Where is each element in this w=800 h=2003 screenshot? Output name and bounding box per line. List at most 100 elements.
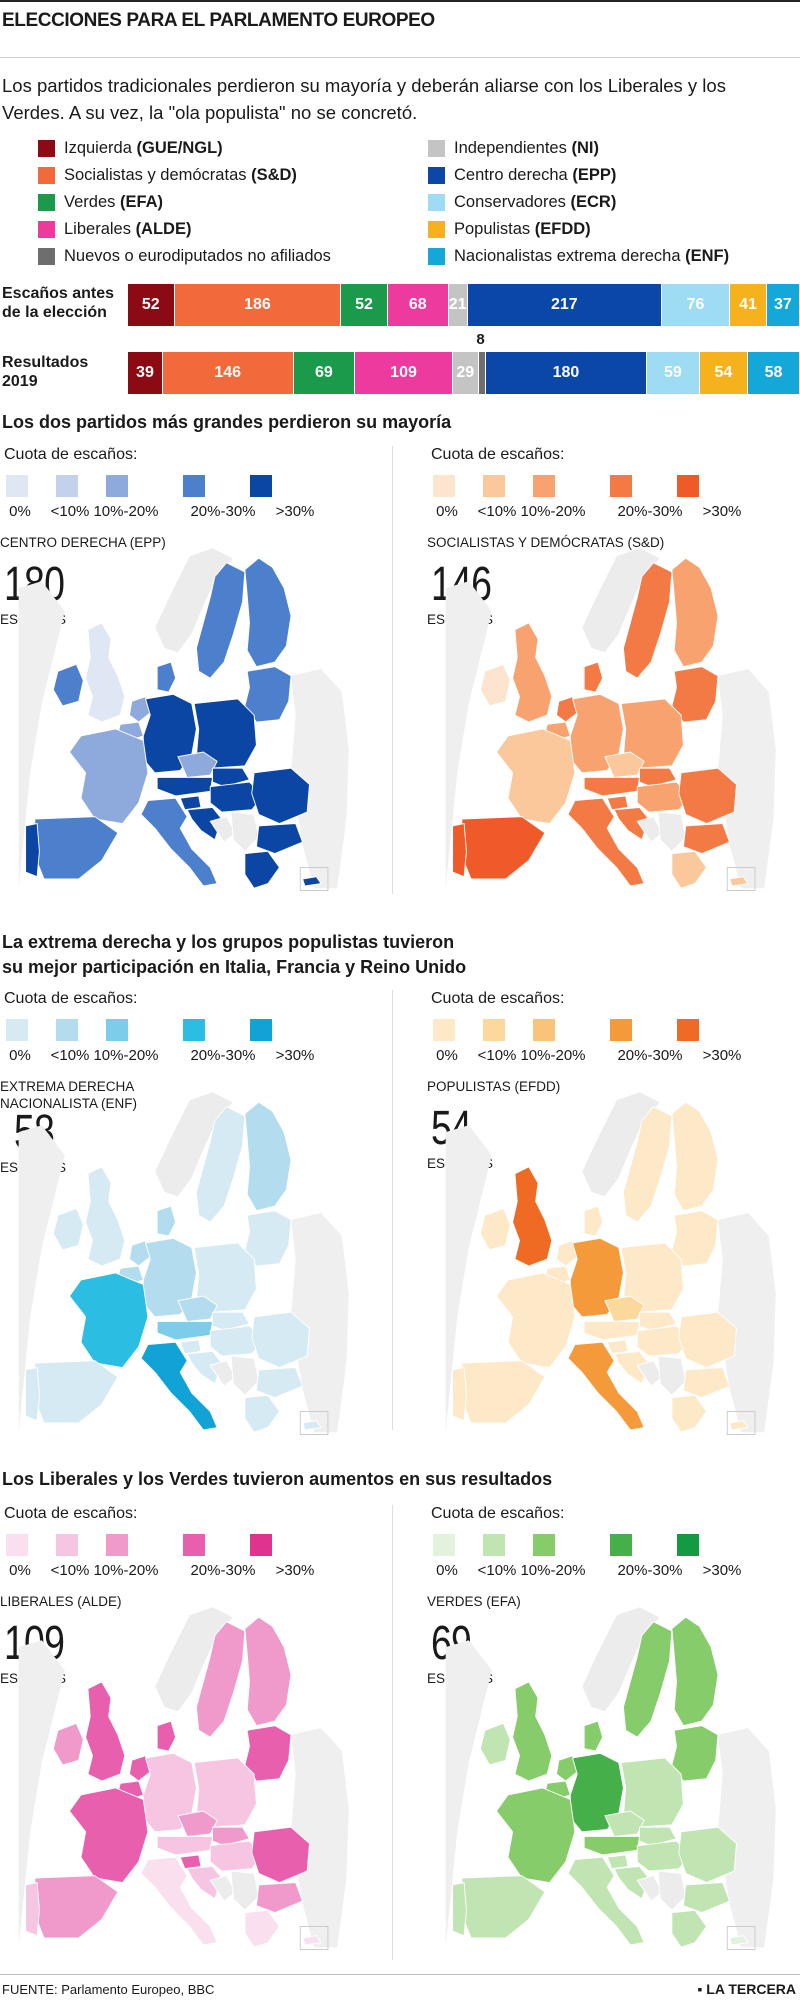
country-ro: [678, 767, 737, 825]
country-pl: [193, 1242, 257, 1313]
country-es: [461, 1360, 546, 1424]
country-hr: [186, 806, 223, 841]
bar-value-label: 69: [315, 364, 333, 381]
country-pl: [193, 1757, 257, 1828]
country-dk: [583, 1720, 604, 1752]
non-eu-area: [445, 581, 776, 889]
country-fi: [244, 557, 292, 668]
scale-swatch: [433, 1534, 455, 1556]
country-pt: [452, 1367, 467, 1422]
country-bg: [682, 1367, 731, 1399]
scale-label: 20%-30%: [190, 1562, 256, 1579]
bar-segment: 37: [766, 284, 800, 326]
scale-swatch: [250, 1019, 272, 1041]
country-no: [154, 547, 235, 654]
scale-swatch: [6, 1019, 28, 1041]
scale-swatch: [533, 1534, 555, 1556]
legend-item: Populistas (EFDD): [428, 216, 729, 243]
country-pt: [452, 1882, 467, 1937]
country-pt: [25, 823, 40, 878]
country-pl: [193, 698, 257, 769]
country-at: [156, 1320, 214, 1341]
party-name: VERDES (EFA): [427, 1594, 521, 1609]
scale-label: >30%: [702, 1562, 742, 1579]
scale-swatch: [106, 1534, 128, 1556]
cyprus-inset-box: [726, 1925, 756, 1950]
scale-swatch: [533, 1019, 555, 1041]
country-hu: [209, 1325, 264, 1357]
country-hr: [613, 1350, 650, 1385]
country-es: [461, 816, 546, 880]
country-bl: [671, 1725, 719, 1782]
legend-swatch: [428, 221, 445, 238]
scale-swatch: [183, 1019, 205, 1041]
party-name: EXTREMA DERECHA NACIONALISTA (ENF): [0, 1079, 138, 1111]
cyprus-inset-box: [299, 1410, 329, 1435]
country-gr: [671, 850, 708, 889]
country-ie: [479, 1207, 511, 1251]
country-cy: [728, 1420, 749, 1431]
legend-item: Socialistas y demócratas (S&D): [38, 162, 331, 189]
country-uk: [512, 622, 553, 723]
scale-label: <10%: [477, 1562, 517, 1579]
scale-label: 10%-20%: [93, 503, 159, 520]
scale-label: 20%-30%: [617, 1562, 683, 1579]
country-bl: [671, 666, 719, 723]
country-pl: [620, 1242, 684, 1313]
country-bl: [244, 666, 292, 723]
country-dk: [583, 1205, 604, 1237]
country-gr: [244, 1909, 281, 1948]
legend-swatch: [38, 167, 55, 184]
country-se: [195, 1621, 246, 1738]
country-uk: [512, 1166, 553, 1267]
scale-swatch: [56, 475, 78, 497]
share-scale: 0% <10% 10%-20% 20%-30% >30%: [6, 1019, 376, 1069]
country-dk: [156, 1205, 177, 1237]
party-name: LIBERALES (ALDE): [0, 1594, 122, 1609]
map-panel: Cuota de escaños: 0% <10% 10%-20% 20%-30% >30…: [0, 990, 385, 1450]
scale-label: 0%: [436, 1562, 458, 1579]
share-scale: 0% <10% 10%-20% 20%-30% >30%: [433, 1019, 800, 1069]
scale-swatch: [483, 475, 505, 497]
country-bl: [244, 1210, 292, 1267]
country-at: [583, 776, 641, 797]
scale-swatch: [610, 1534, 632, 1556]
cuota-label: Cuota de escaños:: [431, 1505, 565, 1522]
scale-swatch: [56, 1534, 78, 1556]
country-cy: [301, 1420, 322, 1431]
legend-label: Verdes (EFA): [64, 193, 164, 211]
scale-swatch: [483, 1019, 505, 1041]
country-gr: [244, 850, 281, 889]
cuota-label: Cuota de escaños:: [4, 446, 138, 463]
scale-label: <10%: [50, 503, 90, 520]
scale-swatch: [433, 1019, 455, 1041]
legend-item: Nuevos o eurodiputados no afiliados: [38, 243, 331, 270]
scale-label: 0%: [9, 503, 31, 520]
bar-value-label: 217: [550, 296, 578, 313]
scale-swatch: [433, 475, 455, 497]
country-uk: [512, 1681, 553, 1782]
country-rs: [230, 1355, 260, 1396]
country-es: [461, 1875, 546, 1939]
europe-map: [445, 547, 776, 891]
brand-logo: ▪ LA TERCERA: [697, 1981, 796, 1997]
country-rs: [230, 1870, 260, 1911]
scale-swatch: [533, 475, 555, 497]
legend-label: Populistas (EFDD): [454, 220, 591, 238]
scale-label: <10%: [477, 503, 517, 520]
section-title-2: La extrema derecha y los grupos populist…: [2, 932, 467, 977]
party-name: POPULISTAS (EFDD): [427, 1079, 561, 1094]
bar-segment: 52: [341, 284, 388, 326]
scale-label: 0%: [436, 1047, 458, 1064]
non-eu-area: [445, 1640, 776, 1948]
country-nl: [128, 1755, 151, 1782]
country-cy: [301, 1935, 322, 1946]
map-panel: Cuota de escaños: 0% <10% 10%-20% 20%-30% >30…: [427, 990, 800, 1450]
bar-segment: 180: [485, 352, 647, 394]
country-fr: [68, 1272, 149, 1369]
legend-label: Socialistas y demócratas (S&D): [64, 166, 297, 184]
country-hu: [636, 1325, 691, 1357]
country-no: [581, 1606, 662, 1713]
scale-label: <10%: [477, 1047, 517, 1064]
share-scale: 0% <10% 10%-20% 20%-30% >30%: [6, 475, 376, 525]
